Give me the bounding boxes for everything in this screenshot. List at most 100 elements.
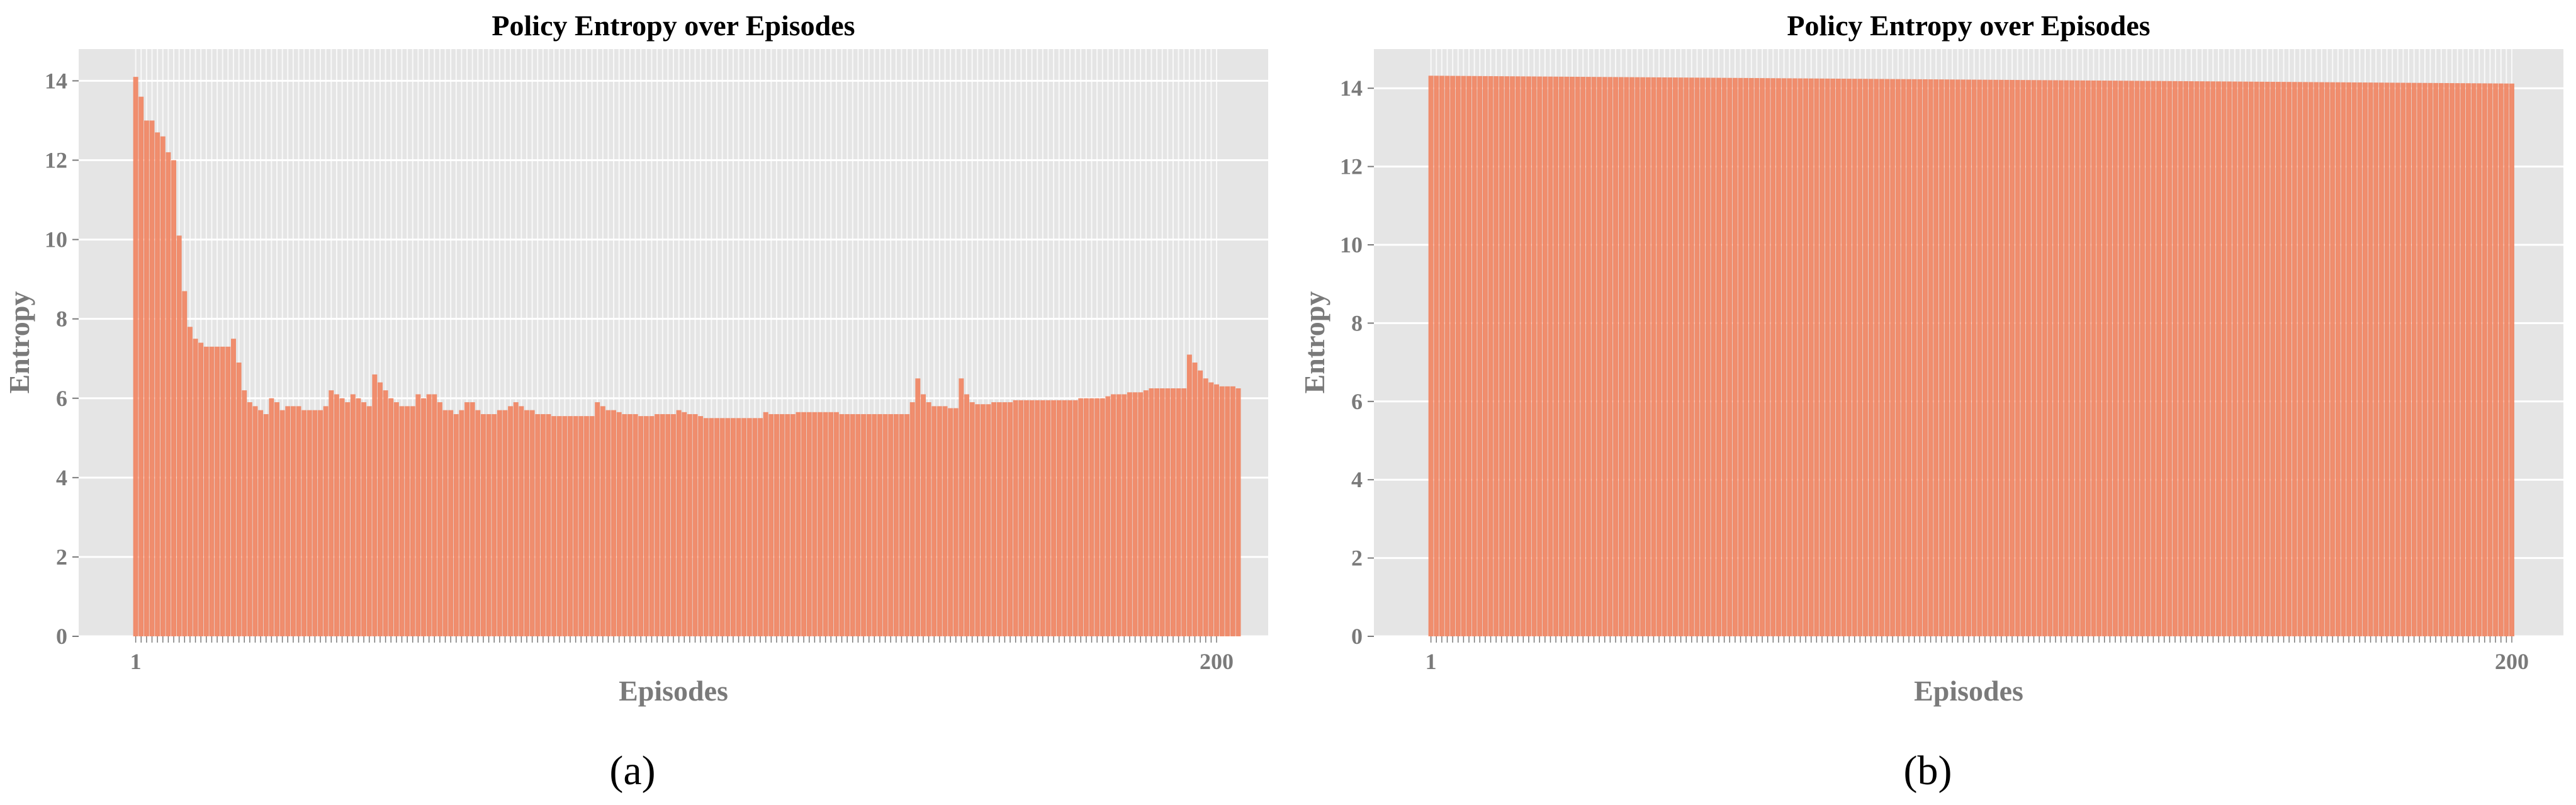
bar [2004, 79, 2010, 636]
bar [421, 398, 426, 636]
bar [948, 408, 953, 636]
bar [2330, 82, 2336, 636]
bar [812, 412, 818, 636]
bar [1673, 77, 1678, 636]
bar [1711, 77, 1716, 637]
bar [1971, 79, 1977, 637]
bar [1214, 384, 1219, 636]
bar [1863, 79, 1868, 637]
chart-title-b: Policy Entropy over Episodes [1787, 9, 2150, 42]
bar [1998, 79, 2004, 637]
bar [872, 414, 877, 636]
bar [1056, 400, 1062, 636]
bar [2145, 81, 2151, 636]
bar [1814, 78, 1820, 637]
y-tick-label: 14 [1340, 76, 1363, 101]
y-tick-label: 0 [56, 624, 67, 649]
bar [2335, 82, 2341, 636]
x-tick-marks-b [1430, 636, 2512, 643]
bar [746, 418, 752, 636]
y-tick-label: 8 [56, 307, 67, 332]
bar [1444, 76, 1450, 637]
bar [953, 408, 959, 636]
bar [1521, 76, 1526, 637]
y-ticks-b: 0 2 4 6 8 10 12 14 [1340, 76, 1374, 649]
bar [736, 418, 741, 636]
bar [149, 120, 155, 637]
bar [230, 339, 236, 636]
bar [2427, 82, 2433, 636]
x-tick-marks-a [135, 636, 1217, 643]
bar [1993, 79, 1999, 637]
bar [2449, 83, 2455, 637]
y-tick-label: 12 [1340, 154, 1363, 179]
bar [1035, 400, 1040, 636]
bar [1977, 79, 1983, 637]
bar [1727, 77, 1733, 636]
bar [730, 418, 736, 636]
bar [904, 414, 910, 636]
y-ticks-a: 0 2 4 6 8 10 12 14 [45, 68, 79, 649]
bar [1911, 79, 1917, 636]
bar [655, 414, 660, 636]
bar [453, 414, 459, 636]
bar [187, 327, 193, 636]
bar [633, 414, 638, 636]
bar [410, 406, 415, 636]
x-tick-labels-b: 1 200 [1426, 649, 2529, 674]
bar [1754, 78, 1760, 636]
bar [459, 410, 464, 636]
bar [1874, 79, 1879, 637]
bar [475, 410, 481, 636]
bar [2183, 81, 2189, 637]
bar [2140, 81, 2146, 636]
bar [562, 416, 568, 636]
bar [2178, 81, 2183, 636]
bar [1760, 78, 1765, 637]
bar [605, 410, 611, 636]
bar [1564, 76, 1570, 636]
bar [1591, 77, 1597, 636]
bar [1558, 76, 1564, 636]
bar [1857, 79, 1863, 636]
bar [1656, 77, 1662, 637]
bar [861, 414, 867, 636]
bar [725, 418, 731, 636]
x-axis-label-b: Episodes [1914, 675, 2023, 707]
bar [2025, 80, 2031, 637]
bar [1820, 78, 1825, 637]
bar [415, 394, 421, 636]
bar [215, 346, 220, 636]
bar [155, 132, 160, 636]
bar [546, 414, 551, 636]
bar [2357, 82, 2363, 636]
bar [2466, 83, 2471, 636]
bar [1879, 79, 1884, 636]
bar [426, 394, 432, 636]
bar [964, 394, 969, 636]
bar [1132, 392, 1138, 636]
bar [296, 406, 301, 636]
bar [1901, 79, 1906, 636]
bar [301, 410, 307, 636]
bar [2237, 81, 2243, 637]
bar [1597, 77, 1602, 636]
bar [1705, 77, 1711, 637]
bar [2417, 82, 2422, 636]
bar [882, 414, 888, 636]
bar [2101, 81, 2107, 637]
bar [1684, 77, 1689, 637]
bar [1765, 78, 1770, 637]
bars-a [133, 77, 1241, 637]
bar [323, 406, 329, 636]
chart-title-a: Policy Entropy over Episodes [492, 9, 855, 42]
bar [1743, 77, 1749, 636]
bar [182, 291, 188, 636]
bar [2264, 81, 2270, 637]
bar [2286, 82, 2292, 637]
bar [2248, 81, 2254, 636]
bar [551, 416, 557, 636]
bar [1122, 394, 1127, 636]
bar [714, 418, 720, 636]
bar [2314, 82, 2319, 637]
